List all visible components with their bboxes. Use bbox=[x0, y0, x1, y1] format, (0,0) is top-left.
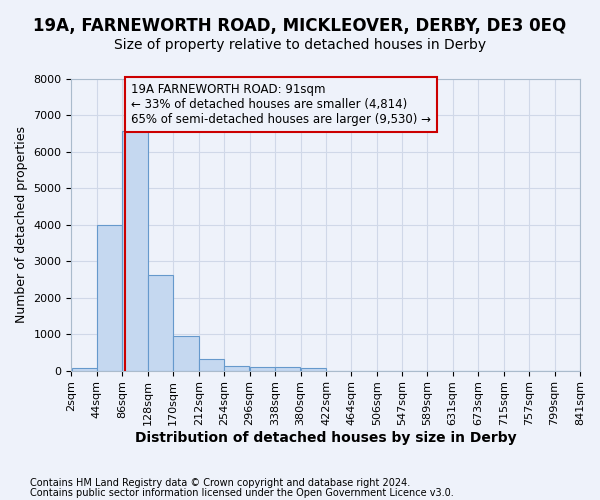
Text: Contains public sector information licensed under the Open Government Licence v3: Contains public sector information licen… bbox=[30, 488, 454, 498]
Bar bbox=[199, 360, 224, 370]
Text: 19A, FARNEWORTH ROAD, MICKLEOVER, DERBY, DE3 0EQ: 19A, FARNEWORTH ROAD, MICKLEOVER, DERBY,… bbox=[34, 18, 566, 36]
X-axis label: Distribution of detached houses by size in Derby: Distribution of detached houses by size … bbox=[135, 431, 517, 445]
Text: 19A FARNEWORTH ROAD: 91sqm
← 33% of detached houses are smaller (4,814)
65% of s: 19A FARNEWORTH ROAD: 91sqm ← 33% of deta… bbox=[131, 82, 431, 126]
Bar bbox=[148, 275, 173, 370]
Bar bbox=[122, 131, 148, 370]
Text: Size of property relative to detached houses in Derby: Size of property relative to detached ho… bbox=[114, 38, 486, 52]
Bar bbox=[97, 225, 122, 370]
Bar bbox=[301, 368, 326, 370]
Bar bbox=[275, 368, 301, 370]
Y-axis label: Number of detached properties: Number of detached properties bbox=[15, 126, 28, 324]
Bar bbox=[173, 336, 199, 370]
Text: Contains HM Land Registry data © Crown copyright and database right 2024.: Contains HM Land Registry data © Crown c… bbox=[30, 478, 410, 488]
Bar bbox=[250, 366, 275, 370]
Bar bbox=[71, 368, 97, 370]
Bar bbox=[224, 366, 250, 370]
